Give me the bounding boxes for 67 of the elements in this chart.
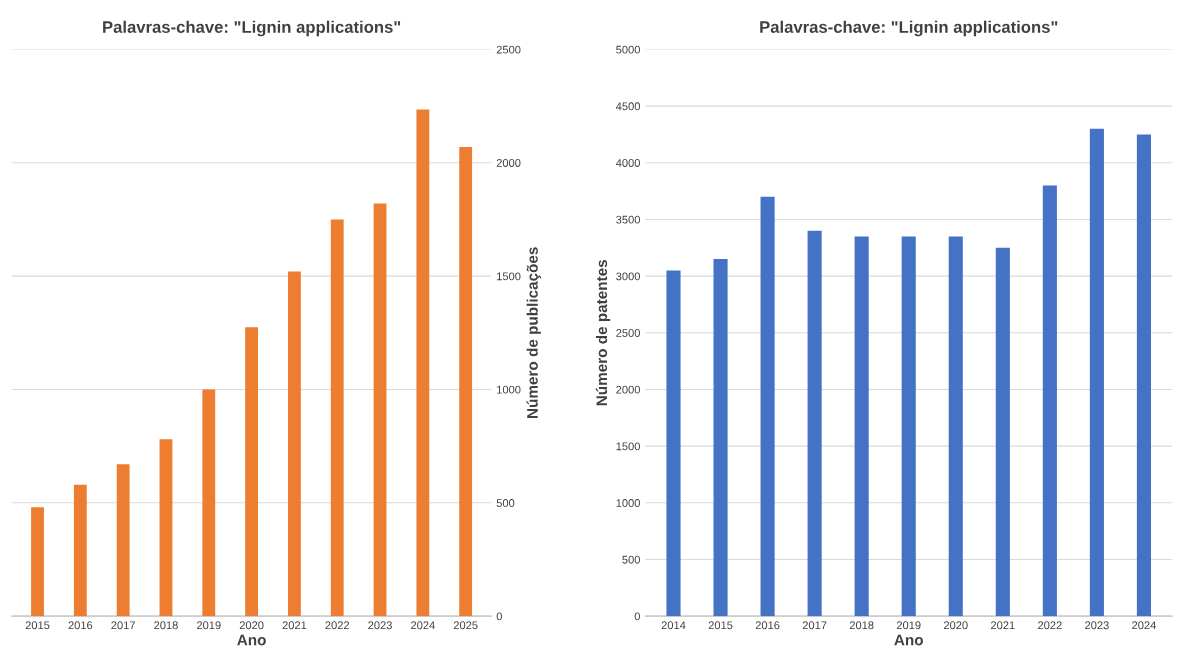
bar — [159, 439, 173, 617]
x-tick-label: 2015 — [25, 621, 50, 630]
bar — [373, 203, 387, 617]
x-tick-label: 2022 — [325, 621, 350, 630]
bar — [287, 271, 301, 617]
bar — [948, 236, 963, 617]
bar — [995, 247, 1010, 617]
bar — [245, 327, 259, 617]
y-tick-label: 2500 — [616, 329, 640, 337]
bar — [116, 464, 130, 617]
x-tick-label: 2017 — [802, 621, 827, 630]
y-tick-label: 500 — [622, 555, 640, 564]
y-tick-label: 0 — [634, 612, 640, 621]
bar — [666, 270, 681, 617]
y-tick-label: 3000 — [616, 272, 640, 281]
bar — [202, 389, 216, 617]
y-tick-label: 1500 — [616, 442, 640, 451]
x-tick-label: 2018 — [849, 621, 874, 630]
x-tick-label: 2017 — [111, 621, 135, 630]
x-tick-label: 2016 — [68, 621, 93, 630]
y-tick-label: 4000 — [615, 159, 640, 167]
y-tick-label: 2000 — [616, 385, 640, 394]
x-tick-label: 2025 — [453, 621, 478, 630]
y-tick-label: 0 — [496, 612, 502, 621]
x-tick-label: 2021 — [991, 621, 1015, 630]
bar — [1042, 185, 1057, 617]
y-tick-label: 2000 — [496, 159, 521, 167]
y-tick-label: 1500 — [497, 272, 521, 281]
y-tick-label: 4500 — [615, 102, 640, 111]
x-tick-label: 2014 — [661, 621, 686, 630]
x-axis-title: Ano — [237, 634, 266, 646]
bar — [713, 259, 728, 617]
bar — [31, 507, 44, 617]
x-tick-label: 2020 — [239, 621, 264, 630]
x-tick-label: 2019 — [196, 621, 221, 630]
x-tick-label: 2024 — [1132, 621, 1156, 630]
x-tick-label: 2023 — [368, 621, 392, 630]
y-axis-title: Número de patentes — [595, 259, 611, 406]
bar — [1089, 128, 1104, 617]
y-tick-label: 500 — [496, 499, 515, 507]
bar — [1136, 134, 1151, 617]
x-tick-label: 2021 — [282, 621, 307, 630]
bar — [330, 219, 344, 617]
x-tick-label: 2024 — [411, 621, 435, 630]
bar — [901, 236, 916, 617]
y-tick-label: 1000 — [497, 385, 521, 394]
bar — [760, 196, 775, 617]
bar — [459, 146, 473, 617]
y-axis-title: Número de publicações — [526, 247, 541, 418]
y-tick-label: 3500 — [616, 215, 640, 224]
y-tick-label: 5000 — [616, 45, 640, 54]
bar — [416, 109, 430, 617]
y-tick-label: 2500 — [496, 45, 521, 54]
bar — [73, 484, 87, 617]
x-tick-label: 2019 — [896, 621, 921, 630]
x-tick-label: 2022 — [1038, 621, 1062, 630]
x-tick-label: 2016 — [755, 621, 780, 630]
y-tick-label: 1000 — [616, 499, 640, 507]
x-tick-label: 2020 — [943, 621, 968, 630]
chart-title: Palavras-chave: "Lignin applications" — [760, 20, 1058, 37]
chart-title: Palavras-chave: "Lignin applications" — [103, 20, 401, 37]
x-tick-label: 2018 — [154, 621, 178, 630]
bar — [807, 230, 822, 617]
x-axis-title: Ano — [894, 634, 923, 646]
x-tick-label: 2015 — [708, 621, 733, 630]
x-tick-label: 2023 — [1085, 621, 1109, 630]
bar — [854, 236, 869, 617]
